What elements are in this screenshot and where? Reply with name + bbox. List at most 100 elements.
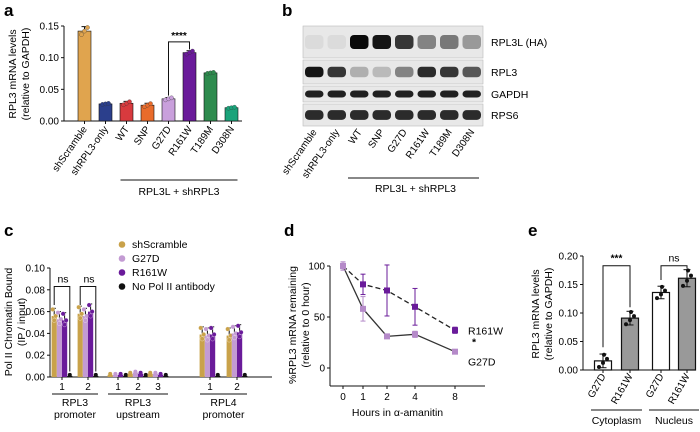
y-axis-label-2: (relative to GAPDH) <box>543 268 555 361</box>
blot-band <box>372 90 391 98</box>
data-point <box>632 314 636 319</box>
data-point <box>190 48 195 54</box>
x-tick-label: D308N <box>210 124 237 156</box>
data-point <box>123 372 128 377</box>
data-point <box>624 322 628 327</box>
bar <box>158 374 164 377</box>
series-line <box>342 265 456 353</box>
y-tick-label: 100 <box>308 262 325 273</box>
data-point <box>60 311 66 317</box>
bar <box>82 315 88 377</box>
data-point <box>79 311 85 317</box>
x-tick-label: 1 <box>59 382 65 393</box>
data-point <box>360 305 366 312</box>
y-tick-label: 0.10 <box>26 264 46 275</box>
blot-band <box>305 34 324 50</box>
blot-band <box>417 34 436 50</box>
data-point <box>659 292 663 297</box>
blot-band <box>372 66 391 78</box>
data-point <box>198 325 204 331</box>
panel-letter: c <box>4 221 13 240</box>
legend-label: G27D <box>132 253 160 265</box>
series-line <box>342 265 456 331</box>
y-tick-label: 0.15 <box>559 280 579 291</box>
bar <box>77 30 92 122</box>
x-tick-label: 0 <box>340 392 346 403</box>
x-tick-label: 4 <box>412 392 418 403</box>
x-tick-label: 2 <box>85 382 91 393</box>
data-point <box>225 326 231 332</box>
bar <box>62 320 68 377</box>
group-label: Nucleus <box>655 415 693 427</box>
group-label: Cytoplasm <box>592 415 642 427</box>
bar <box>107 374 113 377</box>
data-point <box>85 25 90 30</box>
significance-bracket <box>79 286 97 372</box>
x-tick-label: R161W <box>666 372 692 407</box>
significance-stars: *** <box>611 254 623 265</box>
legend-label: R161W <box>132 267 167 279</box>
x-tick-label: 8 <box>452 392 458 403</box>
y-axis-label-2: (relative to GAPDH) <box>20 28 32 121</box>
data-point <box>57 321 62 326</box>
x-tick-label: 1 <box>115 382 121 393</box>
blot-band <box>327 110 346 120</box>
bar <box>182 52 197 122</box>
data-point <box>93 372 98 377</box>
y-tick-label: 0.00 <box>559 366 579 377</box>
data-point <box>79 32 84 37</box>
data-point <box>67 372 72 377</box>
data-point <box>232 104 237 110</box>
bar <box>677 277 697 371</box>
y-tick-label: 0.05 <box>559 337 579 348</box>
blot-band <box>327 66 346 78</box>
blot-band <box>462 66 481 78</box>
data-point <box>86 302 92 308</box>
data-point <box>143 372 148 377</box>
blot-band <box>417 66 436 78</box>
lane-label: WT <box>347 127 365 146</box>
data-point <box>689 273 693 278</box>
bar <box>237 332 243 377</box>
lane-label: D308N <box>450 127 477 159</box>
data-point <box>412 331 418 338</box>
blot-band <box>440 34 459 50</box>
data-point <box>605 356 609 361</box>
series-label: R161W <box>468 325 503 337</box>
bar <box>226 335 232 377</box>
bar <box>112 374 118 377</box>
legend-label: shScramble <box>132 239 188 251</box>
data-point <box>82 28 87 34</box>
data-point <box>681 283 685 288</box>
bar <box>651 291 671 371</box>
data-point <box>83 317 88 323</box>
y-tick-label: 0.10 <box>559 309 579 320</box>
group-label: promoter <box>54 409 97 421</box>
data-point <box>601 360 605 365</box>
data-point <box>597 365 601 370</box>
data-point <box>108 371 113 376</box>
significance-bracket <box>660 265 688 280</box>
data-point <box>113 371 118 376</box>
y-tick-label: 0.00 <box>26 373 46 384</box>
bar <box>127 373 133 377</box>
bar <box>138 373 144 377</box>
data-point <box>153 370 158 375</box>
blot-band <box>395 34 414 50</box>
data-point <box>412 303 418 310</box>
blot-band <box>350 110 369 120</box>
blot-row-label: RPL3L (HA) <box>491 37 547 49</box>
significance-label: ns <box>668 253 679 265</box>
blot-band <box>417 90 436 98</box>
blot-band <box>327 34 346 50</box>
data-point <box>237 334 242 340</box>
blot-band <box>462 110 481 120</box>
y-axis-label: RPL3 mRNA levels <box>7 29 19 118</box>
data-point <box>51 317 57 323</box>
x-tick-label: 3 <box>155 382 161 393</box>
group-label: RPL3 <box>62 397 88 409</box>
y-tick-label: 0.05 <box>40 85 60 96</box>
group-label: RPL3L + shRPL3 <box>375 183 456 195</box>
data-point <box>360 281 366 288</box>
